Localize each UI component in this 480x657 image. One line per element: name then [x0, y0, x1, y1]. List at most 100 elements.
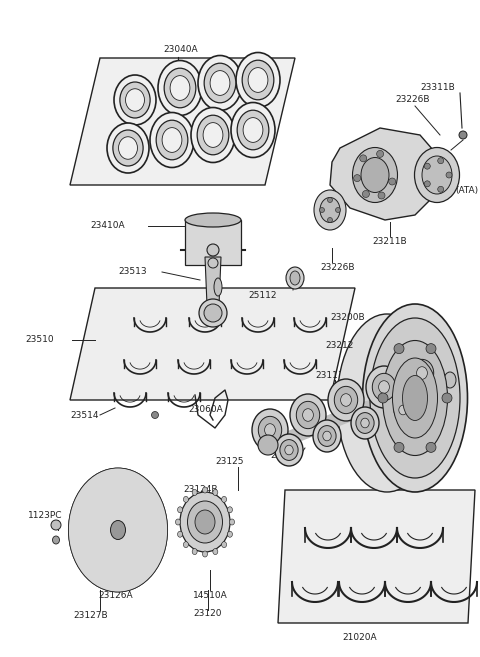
- Ellipse shape: [438, 187, 444, 193]
- Ellipse shape: [81, 483, 156, 577]
- Text: 23124B: 23124B: [183, 486, 217, 495]
- Text: 23111: 23111: [315, 371, 344, 380]
- Text: 23226B: 23226B: [395, 95, 430, 104]
- Polygon shape: [70, 58, 295, 185]
- Ellipse shape: [183, 541, 189, 548]
- Text: (MTA): (MTA): [428, 369, 454, 378]
- Ellipse shape: [231, 102, 275, 158]
- Ellipse shape: [426, 442, 436, 453]
- Ellipse shape: [336, 208, 340, 212]
- Ellipse shape: [86, 490, 150, 570]
- Ellipse shape: [341, 394, 351, 406]
- Ellipse shape: [74, 475, 162, 585]
- Ellipse shape: [378, 192, 385, 199]
- Polygon shape: [278, 490, 475, 623]
- Ellipse shape: [318, 426, 336, 446]
- Polygon shape: [205, 257, 221, 305]
- Ellipse shape: [320, 198, 340, 223]
- Ellipse shape: [192, 549, 197, 555]
- Ellipse shape: [126, 89, 144, 111]
- Ellipse shape: [213, 489, 218, 495]
- Ellipse shape: [422, 156, 452, 194]
- Ellipse shape: [52, 536, 60, 544]
- Text: 23510: 23510: [25, 336, 54, 344]
- Ellipse shape: [360, 155, 367, 162]
- Ellipse shape: [372, 373, 396, 401]
- Ellipse shape: [356, 413, 374, 434]
- Ellipse shape: [327, 198, 333, 202]
- Polygon shape: [330, 128, 440, 220]
- Ellipse shape: [351, 407, 379, 439]
- Ellipse shape: [183, 497, 189, 503]
- Ellipse shape: [248, 68, 268, 93]
- Ellipse shape: [366, 366, 402, 408]
- Ellipse shape: [178, 507, 182, 512]
- Ellipse shape: [361, 158, 389, 193]
- Ellipse shape: [383, 340, 447, 455]
- Text: 23125: 23125: [270, 451, 299, 459]
- Ellipse shape: [275, 434, 303, 466]
- Ellipse shape: [180, 492, 230, 552]
- Ellipse shape: [191, 108, 235, 162]
- Ellipse shape: [252, 409, 288, 451]
- Ellipse shape: [228, 507, 232, 512]
- Text: 23211B: 23211B: [372, 237, 407, 246]
- Ellipse shape: [334, 386, 358, 414]
- Text: 23226B: 23226B: [320, 263, 355, 273]
- Ellipse shape: [162, 127, 182, 152]
- Ellipse shape: [290, 271, 300, 285]
- Ellipse shape: [313, 420, 341, 452]
- Ellipse shape: [237, 110, 269, 150]
- Ellipse shape: [403, 376, 428, 420]
- Text: (ATA): (ATA): [455, 185, 478, 194]
- Ellipse shape: [107, 123, 149, 173]
- Ellipse shape: [197, 115, 229, 155]
- Ellipse shape: [389, 178, 396, 185]
- Ellipse shape: [377, 150, 384, 158]
- Text: 23513: 23513: [118, 267, 146, 277]
- Ellipse shape: [379, 380, 389, 394]
- Ellipse shape: [424, 181, 430, 187]
- Ellipse shape: [103, 511, 133, 549]
- Ellipse shape: [195, 510, 215, 534]
- Ellipse shape: [286, 267, 304, 289]
- Text: 23200B: 23200B: [330, 313, 365, 323]
- Ellipse shape: [98, 505, 138, 555]
- Ellipse shape: [258, 417, 282, 443]
- Ellipse shape: [178, 532, 182, 537]
- Ellipse shape: [444, 372, 456, 388]
- Ellipse shape: [290, 394, 326, 436]
- Ellipse shape: [370, 318, 460, 478]
- Ellipse shape: [296, 401, 320, 428]
- Ellipse shape: [426, 344, 436, 353]
- Ellipse shape: [199, 299, 227, 327]
- Ellipse shape: [214, 278, 222, 296]
- Ellipse shape: [394, 399, 412, 420]
- Ellipse shape: [394, 442, 404, 453]
- Text: 25112: 25112: [248, 290, 276, 300]
- Ellipse shape: [442, 393, 452, 403]
- Ellipse shape: [203, 551, 207, 557]
- Polygon shape: [70, 288, 355, 400]
- Text: 23040A: 23040A: [163, 45, 198, 55]
- Ellipse shape: [417, 367, 427, 379]
- Ellipse shape: [394, 344, 404, 353]
- Ellipse shape: [404, 352, 440, 394]
- Ellipse shape: [176, 519, 180, 525]
- Ellipse shape: [213, 549, 218, 555]
- Ellipse shape: [51, 520, 61, 530]
- Ellipse shape: [222, 541, 227, 548]
- Ellipse shape: [378, 393, 388, 403]
- Text: 14510A: 14510A: [193, 591, 228, 600]
- Ellipse shape: [69, 468, 168, 592]
- Ellipse shape: [323, 431, 331, 441]
- Ellipse shape: [352, 148, 397, 202]
- Ellipse shape: [207, 244, 219, 256]
- Ellipse shape: [424, 163, 430, 170]
- Ellipse shape: [354, 175, 360, 181]
- Ellipse shape: [314, 190, 346, 230]
- Ellipse shape: [203, 123, 223, 147]
- Ellipse shape: [285, 445, 293, 455]
- Text: 23126A: 23126A: [98, 591, 132, 600]
- Text: 23514: 23514: [70, 411, 98, 420]
